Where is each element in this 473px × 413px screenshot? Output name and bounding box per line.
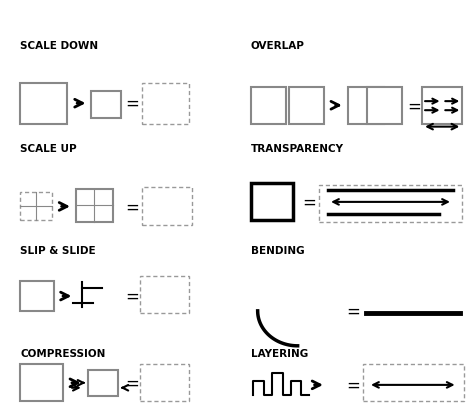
Bar xyxy=(289,88,324,124)
Bar xyxy=(367,88,403,124)
Bar xyxy=(140,276,190,313)
Text: SLIP & SLIDE: SLIP & SLIDE xyxy=(20,246,96,256)
Bar xyxy=(319,185,462,222)
Text: =: = xyxy=(125,287,139,305)
Bar xyxy=(362,364,464,401)
Text: TRANSPARENCY: TRANSPARENCY xyxy=(251,143,343,153)
Text: BENDING: BENDING xyxy=(251,246,304,256)
Bar xyxy=(142,188,192,225)
Bar xyxy=(88,370,117,396)
Text: OVERLAP: OVERLAP xyxy=(251,40,305,51)
Text: COMPRESSION: COMPRESSION xyxy=(20,348,105,358)
Bar xyxy=(20,83,67,124)
Bar xyxy=(349,88,384,124)
Text: =: = xyxy=(125,198,139,216)
Bar xyxy=(20,364,62,401)
Bar xyxy=(142,83,190,124)
Bar xyxy=(422,88,462,124)
Bar xyxy=(251,184,293,221)
Text: SCALE UP: SCALE UP xyxy=(20,143,77,153)
Text: SCALE DOWN: SCALE DOWN xyxy=(20,40,98,51)
Text: =: = xyxy=(407,97,420,115)
Text: =: = xyxy=(125,95,139,113)
Text: =: = xyxy=(125,374,139,392)
Bar xyxy=(251,88,286,124)
Text: LAYERING: LAYERING xyxy=(251,348,308,358)
Bar xyxy=(20,193,52,221)
Bar xyxy=(76,189,114,222)
Text: =: = xyxy=(346,302,360,320)
Bar xyxy=(20,282,54,311)
Text: =: = xyxy=(302,193,316,211)
Bar xyxy=(140,364,190,401)
Bar xyxy=(91,92,121,118)
Text: =: = xyxy=(346,376,360,394)
